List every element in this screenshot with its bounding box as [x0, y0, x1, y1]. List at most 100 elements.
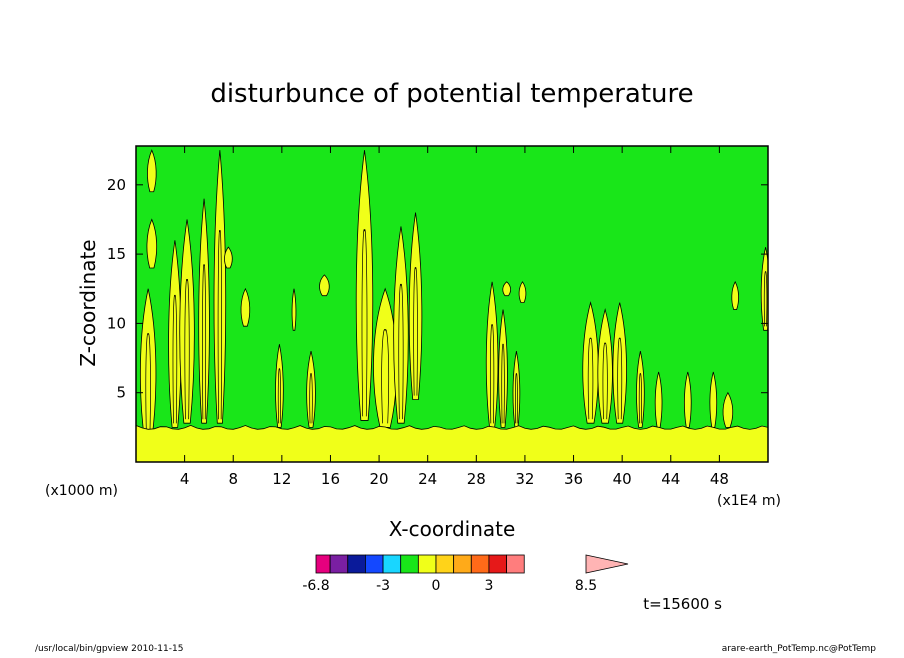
footer-right: arare-earth_PotTemp.nc@PotTemp: [722, 644, 877, 654]
x-tick-label: 12: [272, 470, 291, 488]
contour-line: [398, 283, 404, 420]
positive-anomaly-region: [498, 309, 508, 428]
positive-anomaly-region: [240, 287, 251, 327]
colorbar-swatch: [453, 554, 472, 574]
positive-anomaly-region: [224, 246, 233, 269]
positive-anomaly-region: [179, 219, 195, 424]
colorbar-swatch: [347, 554, 366, 574]
contour-line: [501, 343, 505, 424]
chart-title: disturbunce of potential temperature: [210, 79, 693, 109]
positive-anomaly-region: [146, 218, 158, 269]
y-tick-label: 10: [107, 314, 126, 332]
x-axis: 4 8 12 16 20 24 28 32 36 40 44 48: [180, 146, 729, 488]
surface-warm-layer: [136, 424, 768, 462]
positive-anomaly-region: [722, 391, 734, 428]
colorbar-swatch: [506, 554, 525, 574]
y-tick-label: 20: [107, 176, 126, 194]
colorbar-tick-label: -6.8: [302, 578, 329, 594]
y-tick-label: 15: [107, 245, 126, 263]
positive-anomaly-region: [654, 371, 663, 428]
contour-line: [602, 342, 608, 420]
positive-anomaly-region: [393, 226, 409, 424]
positive-anomaly-region: [636, 351, 645, 428]
x-tick-label: 16: [321, 470, 340, 488]
positive-anomaly-region: [512, 351, 521, 428]
contour-field: [136, 149, 768, 462]
positive-anomaly-region: [139, 288, 157, 442]
positive-anomaly-region: [485, 281, 499, 428]
x-unit-right: (x1E4 m): [717, 493, 781, 509]
colorbar: -6.8 -3 0 3 8.5: [302, 554, 629, 594]
positive-anomaly-region: [306, 351, 316, 428]
x-tick-label: 44: [661, 470, 680, 488]
x-tick-label: 8: [228, 470, 238, 488]
x-tick-label: 40: [613, 470, 632, 488]
x-tick-label: 4: [180, 470, 190, 488]
contour-line: [202, 264, 207, 420]
colorbar-swatch: [382, 554, 402, 574]
positive-anomaly-region: [275, 344, 284, 428]
contour-line: [277, 368, 281, 424]
contour-line: [184, 278, 190, 420]
colorbar-swatch: [435, 554, 455, 574]
colorbar-swatch: [470, 554, 490, 574]
positive-anomaly-region: [198, 198, 210, 424]
x-tick-label: 48: [710, 470, 729, 488]
positive-anomaly-region: [709, 371, 718, 428]
colorbar-tick-label: 3: [484, 578, 493, 594]
contour-line: [361, 229, 368, 417]
positive-anomaly-region: [291, 288, 297, 331]
y-axis-label: Z-coordinate: [76, 239, 100, 366]
footer-left: /usr/local/bin/gpview 2010-11-15: [35, 644, 183, 654]
contour-line: [381, 329, 390, 424]
x-unit-left: (x1000 m): [45, 483, 118, 499]
x-tick-label: 28: [467, 470, 486, 488]
x-tick-label: 32: [515, 470, 534, 488]
positive-anomaly-region: [355, 150, 374, 421]
colorbar-swatch: [365, 554, 384, 574]
contour-line: [763, 271, 768, 327]
positive-anomaly-region: [612, 302, 627, 424]
contour-line: [145, 333, 151, 438]
colorbar-extend-arrow: [585, 554, 629, 574]
contour-line: [638, 373, 642, 424]
contour-line: [587, 337, 594, 420]
colorbar-swatch: [329, 554, 349, 574]
positive-anomaly-region: [731, 280, 739, 310]
y-tick-label: 5: [116, 384, 126, 402]
positive-anomaly-region: [684, 371, 692, 428]
positive-anomaly-region: [502, 281, 511, 297]
contour-line: [413, 267, 418, 396]
x-tick-label: 36: [564, 470, 583, 488]
plot-frame: [135, 145, 769, 463]
x-tick-label: 20: [370, 470, 389, 488]
contour-line: [617, 337, 623, 420]
positive-anomaly-region: [319, 274, 330, 297]
positive-anomaly-region: [408, 212, 423, 401]
contour-line: [172, 294, 178, 424]
time-label: t=15600 s: [643, 595, 722, 613]
contour-line: [309, 373, 313, 424]
x-axis-label: X-coordinate: [389, 517, 516, 541]
positive-anomaly-region: [582, 301, 599, 424]
colorbar-swatch: [400, 554, 419, 574]
contour-line: [489, 324, 495, 424]
positive-anomaly-region: [168, 240, 182, 428]
positive-anomaly-region: [597, 307, 613, 424]
colorbar-swatch: [315, 554, 331, 574]
y-axis: 5 10 15 20: [107, 176, 768, 402]
contour-line: [515, 373, 518, 424]
colorbar-tick-label: 0: [432, 578, 441, 594]
contour-line: [217, 230, 222, 420]
colorbar-swatch: [417, 554, 437, 574]
colorbar-tick-label: -3: [376, 578, 390, 594]
positive-anomaly-region: [147, 149, 157, 193]
field-background: [136, 146, 768, 462]
colorbar-swatch: [488, 554, 507, 574]
plot-area: [135, 145, 769, 463]
positive-anomaly-region: [213, 150, 227, 424]
x-tick-label: 24: [418, 470, 437, 488]
positive-anomaly-region: [518, 281, 527, 304]
